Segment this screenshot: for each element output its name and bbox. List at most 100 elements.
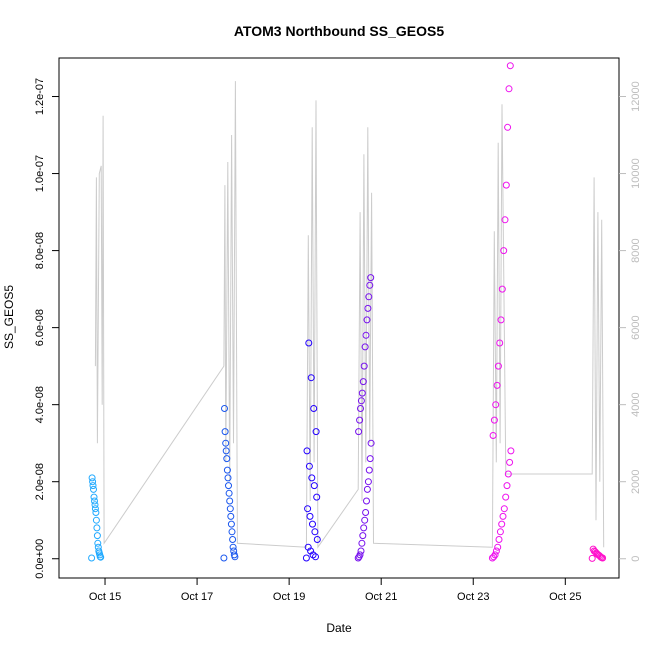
data-point <box>495 536 503 543</box>
data-point <box>223 466 231 474</box>
data-point <box>93 524 101 532</box>
data-point <box>367 439 375 447</box>
data-point <box>356 551 364 559</box>
data-point <box>230 551 238 559</box>
data-point <box>90 485 97 493</box>
data-point <box>230 547 238 555</box>
data-point <box>310 482 318 490</box>
data-point <box>506 62 514 70</box>
data-point <box>88 474 96 482</box>
axes: Oct 15 Oct 17 Oct 19 Oct 21 Oct 23 Oct 25 0.0e… <box>34 57 642 603</box>
data-point <box>498 520 506 528</box>
data-point <box>361 343 369 351</box>
data-point <box>504 470 512 478</box>
data-point <box>90 493 98 501</box>
data-point <box>366 455 374 463</box>
data-point <box>308 474 316 482</box>
data-point <box>313 493 321 501</box>
data-point <box>91 501 99 509</box>
data-point <box>310 405 318 412</box>
data-point <box>227 512 235 520</box>
data-point <box>306 512 314 520</box>
data-point <box>367 274 375 282</box>
data-point <box>304 505 312 513</box>
data-point <box>359 378 367 386</box>
data-point <box>221 428 229 436</box>
data-point <box>493 381 501 389</box>
data-point <box>91 497 98 505</box>
y-axis-label: SS_GEOS5 <box>2 285 16 349</box>
data-point <box>363 316 371 324</box>
data-point <box>226 497 234 505</box>
series-line <box>94 81 605 549</box>
data-point <box>224 474 232 482</box>
data-point <box>494 543 502 551</box>
data-point <box>309 520 316 528</box>
data-point <box>89 478 97 486</box>
data-point <box>507 447 515 455</box>
data-point <box>94 539 102 547</box>
y-tick-label: 1.0e-07 <box>34 155 46 192</box>
data-point <box>93 532 101 540</box>
x-tick-label: Oct 17 <box>181 591 213 603</box>
data-point <box>362 509 370 516</box>
data-point <box>500 247 508 255</box>
data-point <box>92 516 100 524</box>
data-point <box>490 416 498 424</box>
y2-tick-label: 10000 <box>630 158 642 189</box>
x-tick-label: Oct 19 <box>273 591 305 603</box>
y2-tick-label: 12000 <box>630 81 642 112</box>
data-point <box>220 554 228 562</box>
data-point <box>356 416 364 424</box>
data-point <box>496 339 504 347</box>
data-point <box>360 524 368 532</box>
data-point <box>506 458 514 466</box>
data-point <box>94 543 102 551</box>
data-point <box>357 405 364 412</box>
data-point <box>92 509 100 516</box>
y2-tick-label: 8000 <box>630 238 642 262</box>
data-point <box>226 505 234 513</box>
data-point <box>307 547 315 555</box>
data-point <box>359 532 367 540</box>
data-point <box>363 497 370 505</box>
data-point <box>500 505 508 513</box>
y-tick-label: 4.0e-08 <box>34 386 46 423</box>
y2-tick-label: 6000 <box>630 315 642 339</box>
data-point <box>501 216 509 224</box>
data-point <box>589 545 597 553</box>
data-point <box>358 389 366 397</box>
x-tick-label: Oct 21 <box>365 591 397 603</box>
data-point <box>505 85 513 93</box>
data-point <box>358 539 366 547</box>
sun-line-series <box>94 81 605 549</box>
data-point <box>357 547 365 555</box>
data-point <box>355 428 363 436</box>
data-point <box>492 401 500 409</box>
data-point <box>313 536 321 543</box>
data-point <box>366 281 374 289</box>
data-point <box>504 123 512 131</box>
y-tick-label: 2.0e-08 <box>34 463 46 500</box>
data-point <box>225 489 233 497</box>
y-tick-label: 0.0e+00 <box>34 539 46 579</box>
data-point <box>490 553 498 561</box>
data-point <box>221 405 228 412</box>
data-point <box>311 528 319 536</box>
data-point <box>365 466 373 474</box>
data-point <box>360 362 368 370</box>
data-point <box>357 397 365 405</box>
data-point <box>222 439 230 447</box>
data-point <box>228 528 236 536</box>
x-tick-label: Oct 23 <box>457 591 489 603</box>
y-tick-label: 8.0e-08 <box>34 232 46 269</box>
data-point <box>365 293 373 301</box>
data-point <box>91 505 99 513</box>
data-point <box>88 554 96 562</box>
data-point <box>494 362 502 370</box>
x-tick-label: Oct 25 <box>549 591 581 603</box>
plot-box <box>58 57 620 579</box>
y-tick-label: 1.2e-07 <box>34 78 46 115</box>
data-point <box>222 447 230 455</box>
